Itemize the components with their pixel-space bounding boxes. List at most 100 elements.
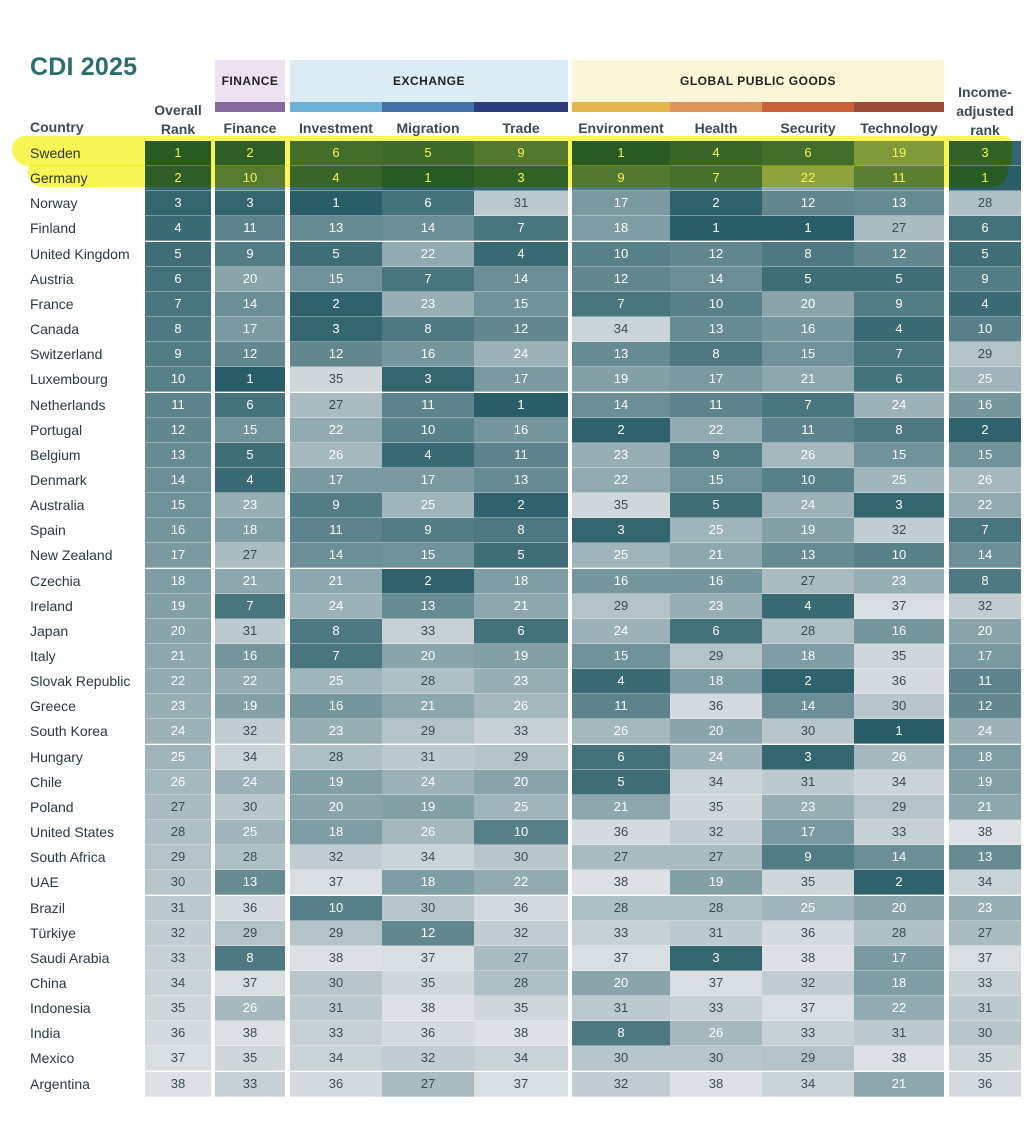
rank-cell-income: 18 bbox=[949, 744, 1021, 770]
strip-finance bbox=[215, 102, 285, 112]
rank-cell-security: 12 bbox=[762, 191, 854, 217]
country-name: Poland bbox=[30, 798, 74, 815]
rank-cell-security: 1 bbox=[762, 216, 854, 242]
rank-cell-investment: 23 bbox=[290, 719, 382, 745]
rank-cell-technology: 14 bbox=[854, 845, 944, 871]
rank-cell-environment: 26 bbox=[572, 719, 670, 745]
rank-cell-health: 28 bbox=[670, 895, 762, 921]
rank-cell-finance: 17 bbox=[215, 317, 285, 343]
rank-cell-health: 10 bbox=[670, 291, 762, 317]
rank-cell-income: 19 bbox=[949, 769, 1021, 795]
rank-cell-overall: 2 bbox=[145, 166, 211, 192]
rank-cell-migration: 4 bbox=[382, 442, 474, 468]
rank-cell-health: 7 bbox=[670, 166, 762, 192]
rank-cell-overall: 19 bbox=[145, 593, 211, 619]
rank-cell-technology: 18 bbox=[854, 970, 944, 996]
rank-cell-migration: 6 bbox=[382, 191, 474, 217]
rank-cell-income: 27 bbox=[949, 920, 1021, 946]
rank-cell-investment: 22 bbox=[290, 417, 382, 443]
rank-cell-environment: 20 bbox=[572, 970, 670, 996]
rank-cell-finance: 18 bbox=[215, 518, 285, 544]
rank-cell-security: 10 bbox=[762, 467, 854, 493]
rank-cell-overall: 17 bbox=[145, 543, 211, 569]
rank-cell-finance: 5 bbox=[215, 442, 285, 468]
rank-cell-trade: 1 bbox=[474, 392, 568, 418]
rank-cell-income: 9 bbox=[949, 266, 1021, 292]
rank-cell-migration: 23 bbox=[382, 291, 474, 317]
rank-cell-technology: 31 bbox=[854, 1021, 944, 1047]
rank-cell-technology: 2 bbox=[854, 870, 944, 896]
rank-cell-technology: 26 bbox=[854, 744, 944, 770]
rank-cell-health: 5 bbox=[670, 493, 762, 519]
rank-cell-technology: 9 bbox=[854, 291, 944, 317]
rank-cell-migration: 14 bbox=[382, 216, 474, 242]
rank-cell-investment: 4 bbox=[290, 166, 382, 192]
rank-cell-health: 20 bbox=[670, 719, 762, 745]
rank-cell-environment: 5 bbox=[572, 769, 670, 795]
rank-cell-migration: 3 bbox=[382, 367, 474, 393]
rank-cell-finance: 15 bbox=[215, 417, 285, 443]
country-name: Netherlands bbox=[30, 396, 106, 413]
country-name: Czechia bbox=[30, 572, 81, 589]
rank-cell-environment: 9 bbox=[572, 166, 670, 192]
column-header-health: Health bbox=[694, 120, 738, 136]
rank-cell-security: 36 bbox=[762, 920, 854, 946]
rank-cell-income: 1 bbox=[949, 166, 1021, 192]
rank-cell-investment: 3 bbox=[290, 317, 382, 343]
rank-cell-migration: 35 bbox=[382, 970, 474, 996]
rank-cell-trade: 2 bbox=[474, 493, 568, 519]
rank-cell-technology: 8 bbox=[854, 417, 944, 443]
rank-cell-security: 21 bbox=[762, 367, 854, 393]
rank-cell-technology: 3 bbox=[854, 493, 944, 519]
rank-cell-environment: 34 bbox=[572, 317, 670, 343]
rank-cell-income: 21 bbox=[949, 794, 1021, 820]
rank-cell-income: 26 bbox=[949, 467, 1021, 493]
rank-cell-finance: 11 bbox=[215, 216, 285, 242]
rank-cell-technology: 30 bbox=[854, 694, 944, 720]
rank-cell-investment: 18 bbox=[290, 820, 382, 846]
rank-cell-trade: 28 bbox=[474, 970, 568, 996]
group-finance: FINANCE bbox=[215, 60, 285, 102]
rank-cell-income: 25 bbox=[949, 367, 1021, 393]
rank-cell-income: 12 bbox=[949, 694, 1021, 720]
rank-cell-income: 34 bbox=[949, 870, 1021, 896]
rank-cell-overall: 13 bbox=[145, 442, 211, 468]
rank-cell-migration: 31 bbox=[382, 744, 474, 770]
rank-cell-security: 38 bbox=[762, 945, 854, 971]
rank-cell-health: 6 bbox=[670, 618, 762, 644]
column-header-security: Security bbox=[780, 120, 836, 136]
rank-cell-environment: 4 bbox=[572, 669, 670, 695]
country-name: Germany bbox=[30, 170, 88, 187]
rank-cell-health: 15 bbox=[670, 467, 762, 493]
rank-cell-trade: 38 bbox=[474, 1021, 568, 1047]
country-name: United States bbox=[30, 824, 115, 841]
rank-cell-finance: 16 bbox=[215, 644, 285, 669]
rank-cell-security: 2 bbox=[762, 669, 854, 695]
rank-cell-security: 29 bbox=[762, 1046, 854, 1072]
rank-cell-investment: 9 bbox=[290, 493, 382, 519]
rank-cell-security: 35 bbox=[762, 870, 854, 896]
rank-cell-security: 31 bbox=[762, 769, 854, 795]
rank-cell-trade: 17 bbox=[474, 367, 568, 393]
rank-cell-investment: 20 bbox=[290, 794, 382, 820]
rank-cell-migration: 7 bbox=[382, 266, 474, 292]
rank-cell-migration: 29 bbox=[382, 719, 474, 745]
rank-cell-health: 19 bbox=[670, 870, 762, 896]
rank-cell-health: 18 bbox=[670, 669, 762, 695]
rank-cell-technology: 33 bbox=[854, 820, 944, 846]
rank-cell-technology: 23 bbox=[854, 568, 944, 594]
column-header-technology: Technology bbox=[860, 120, 938, 136]
rank-cell-trade: 14 bbox=[474, 266, 568, 292]
rank-cell-environment: 28 bbox=[572, 895, 670, 921]
rank-cell-migration: 22 bbox=[382, 241, 474, 267]
rank-cell-migration: 9 bbox=[382, 518, 474, 544]
rank-cell-investment: 19 bbox=[290, 769, 382, 795]
group-exchange-label: EXCHANGE bbox=[392, 74, 465, 88]
rank-cell-investment: 10 bbox=[290, 895, 382, 921]
rank-cell-security: 22 bbox=[762, 166, 854, 192]
rank-cell-trade: 33 bbox=[474, 719, 568, 745]
rank-cell-technology: 25 bbox=[854, 467, 944, 493]
rank-cell-income: 29 bbox=[949, 342, 1021, 368]
rank-cell-overall: 20 bbox=[145, 618, 211, 644]
strip-investment bbox=[290, 102, 382, 112]
